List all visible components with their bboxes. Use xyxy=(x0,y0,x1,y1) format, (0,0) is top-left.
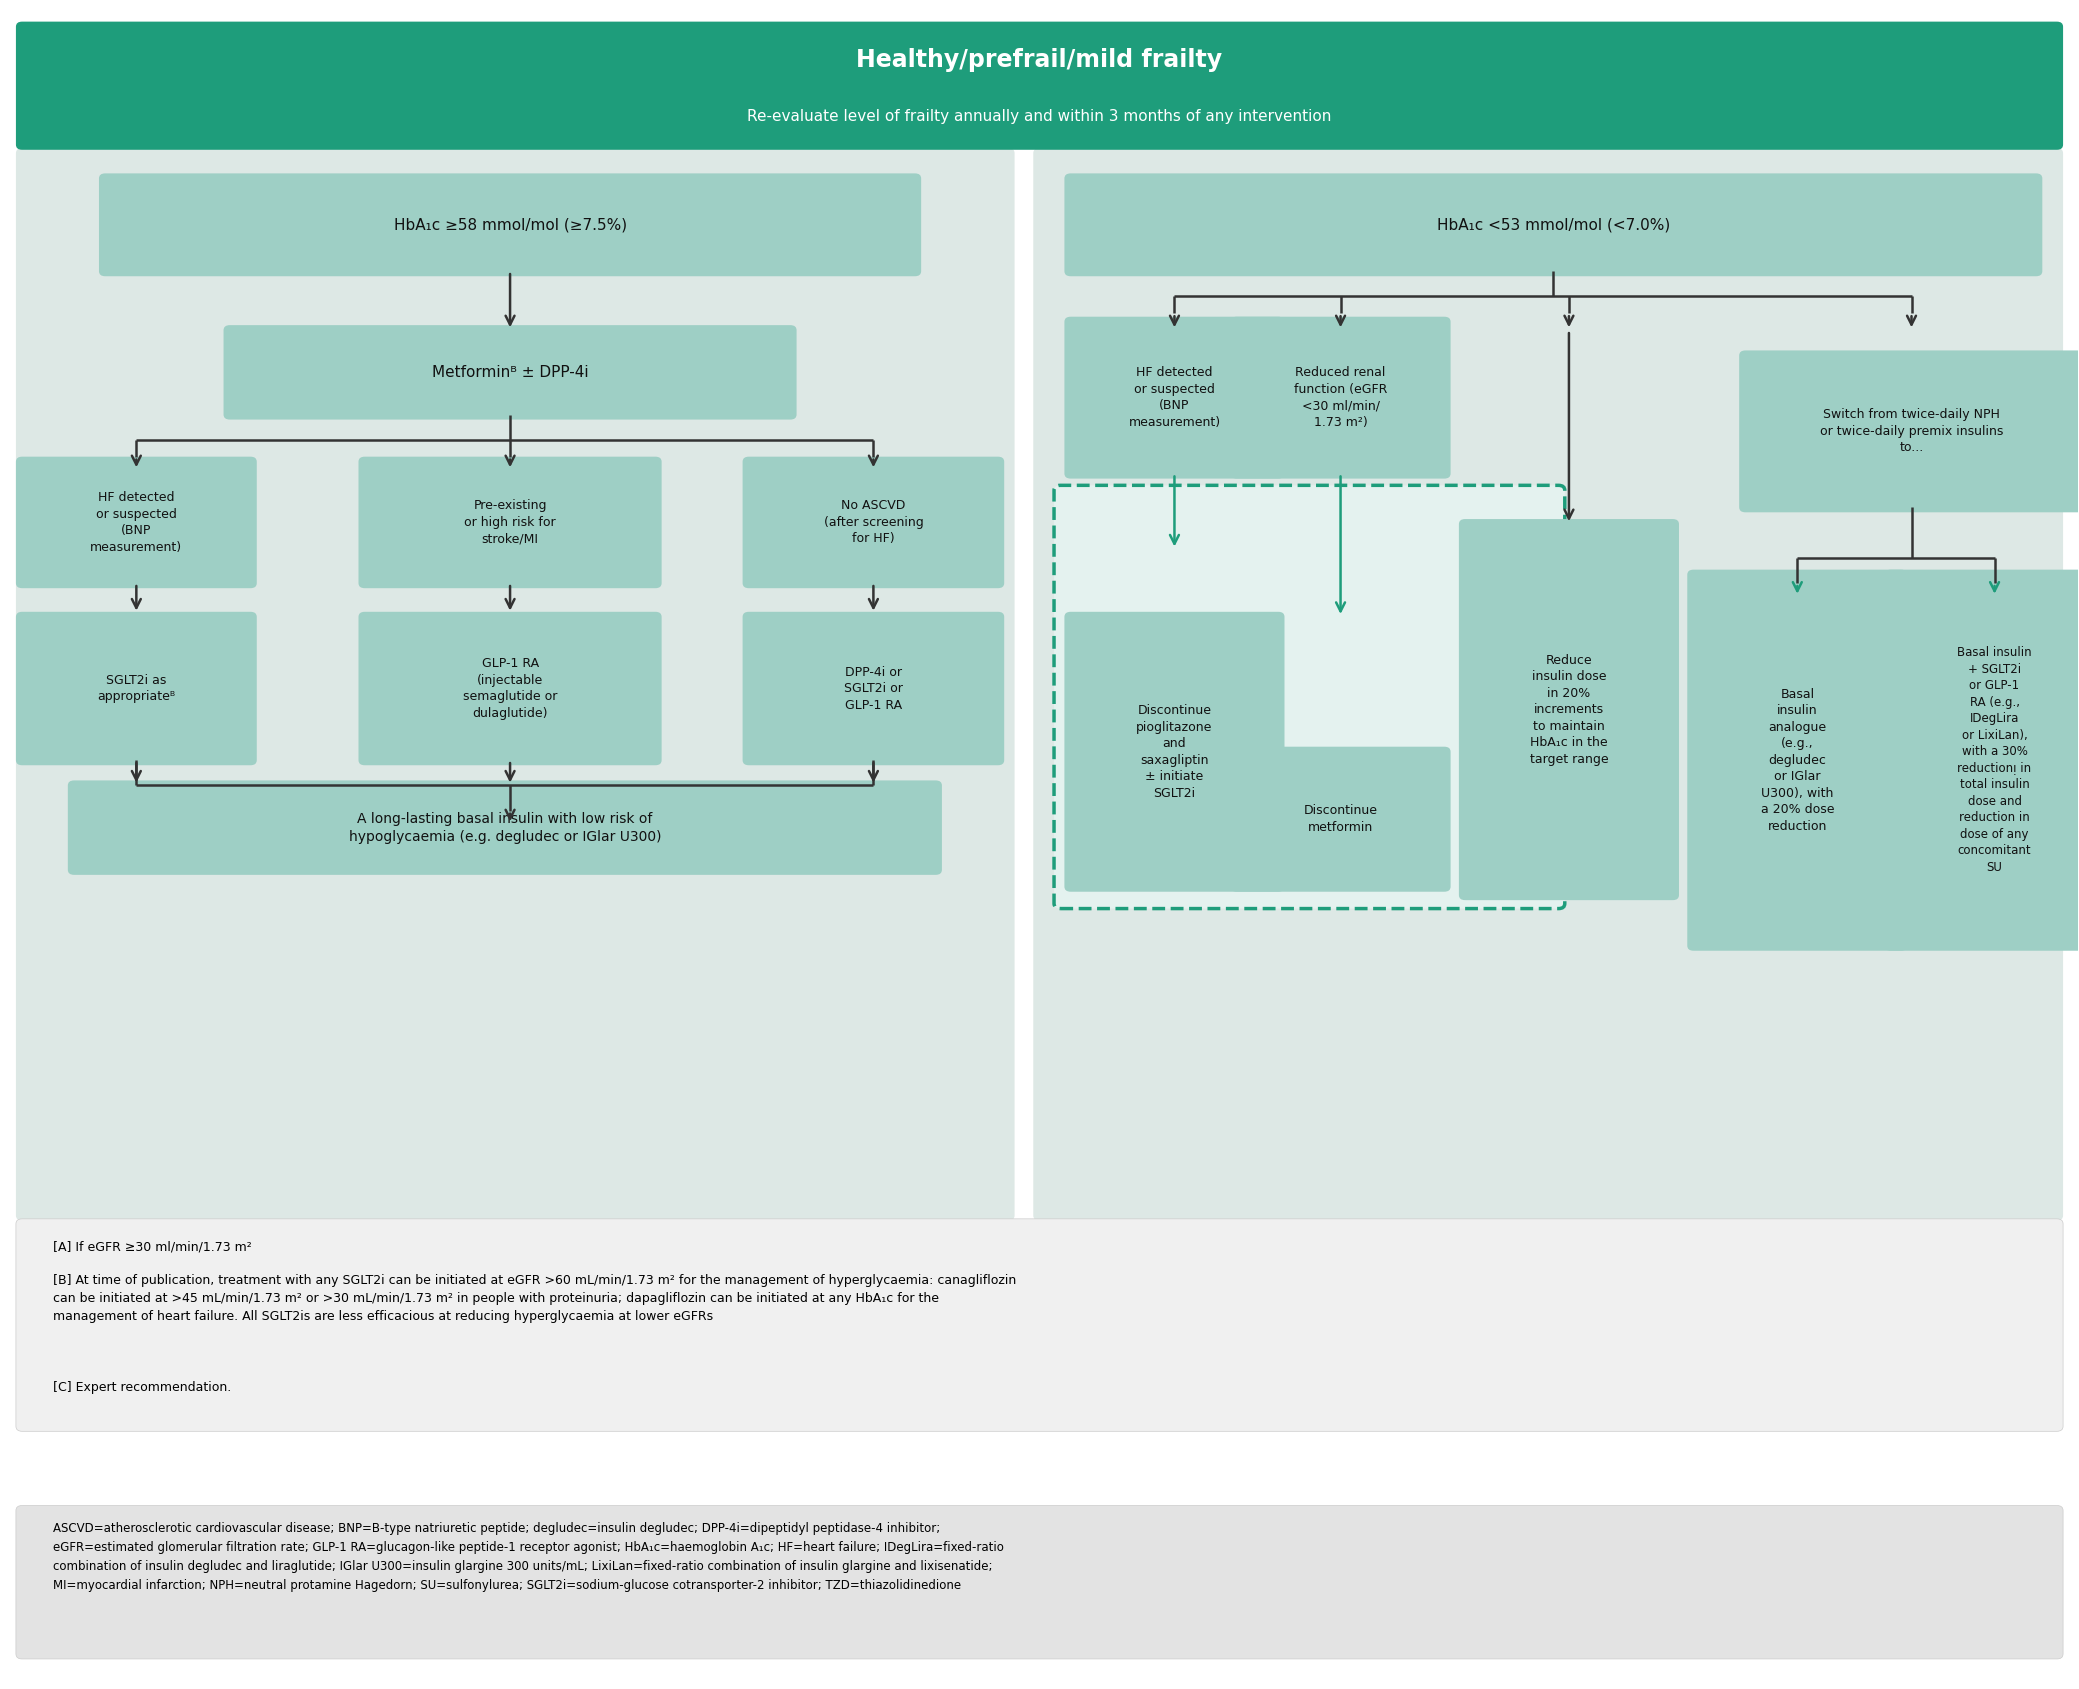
FancyBboxPatch shape xyxy=(17,456,258,588)
Text: Metforminᴮ ± DPP-4i: Metforminᴮ ± DPP-4i xyxy=(432,365,588,380)
Text: HbA₁c ≥58 mmol/mol (≥7.5%): HbA₁c ≥58 mmol/mol (≥7.5%) xyxy=(393,218,626,233)
FancyBboxPatch shape xyxy=(358,456,661,588)
FancyBboxPatch shape xyxy=(1884,569,2079,951)
Text: SGLT2i as
appropriateᴮ: SGLT2i as appropriateᴮ xyxy=(98,674,175,703)
FancyBboxPatch shape xyxy=(17,22,2062,150)
FancyBboxPatch shape xyxy=(1064,318,1285,478)
Text: [B] At time of publication, treatment with any SGLT2i can be initiated at eGFR >: [B] At time of publication, treatment wi… xyxy=(54,1275,1017,1324)
FancyBboxPatch shape xyxy=(358,611,661,765)
FancyBboxPatch shape xyxy=(17,1505,2062,1659)
FancyBboxPatch shape xyxy=(17,1219,2062,1431)
Text: Basal
insulin
analogue
(e.g.,
degludec
or IGlar
U300), with
a 20% dose
reduction: Basal insulin analogue (e.g., degludec o… xyxy=(1761,687,1834,833)
FancyBboxPatch shape xyxy=(1054,485,1565,909)
FancyBboxPatch shape xyxy=(225,326,796,419)
Text: Re-evaluate level of frailty annually and within 3 months of any intervention: Re-evaluate level of frailty annually an… xyxy=(746,108,1333,123)
FancyBboxPatch shape xyxy=(100,174,921,277)
Text: GLP-1 RA
(injectable
semaglutide or
dulaglutide): GLP-1 RA (injectable semaglutide or dula… xyxy=(464,657,557,720)
Text: No ASCVD
(after screening
for HF): No ASCVD (after screening for HF) xyxy=(823,500,923,546)
FancyBboxPatch shape xyxy=(1740,350,2079,512)
FancyBboxPatch shape xyxy=(742,456,1004,588)
Text: [C] Expert recommendation.: [C] Expert recommendation. xyxy=(54,1380,231,1393)
FancyBboxPatch shape xyxy=(1459,519,1680,900)
Text: Discontinue
metformin: Discontinue metformin xyxy=(1304,804,1378,834)
Text: Pre-existing
or high risk for
stroke/MI: Pre-existing or high risk for stroke/MI xyxy=(464,500,555,546)
Text: Basal insulin
+ SGLT2i
or GLP-1
RA (e.g.,
IDegLira
or LixiLan),
with a 30%
reduc: Basal insulin + SGLT2i or GLP-1 RA (e.g.… xyxy=(1956,647,2031,873)
FancyBboxPatch shape xyxy=(17,149,1015,1221)
FancyBboxPatch shape xyxy=(1033,149,2062,1221)
Text: HF detected
or suspected
(BNP
measurement): HF detected or suspected (BNP measuremen… xyxy=(1129,367,1220,429)
FancyBboxPatch shape xyxy=(69,780,942,875)
Text: DPP-4i or
SGLT2i or
GLP-1 RA: DPP-4i or SGLT2i or GLP-1 RA xyxy=(844,665,902,711)
FancyBboxPatch shape xyxy=(1231,318,1451,478)
FancyBboxPatch shape xyxy=(1064,174,2042,277)
FancyBboxPatch shape xyxy=(1064,611,1285,892)
FancyBboxPatch shape xyxy=(1231,747,1451,892)
Text: A long-lasting basal insulin with low risk of
hypoglycaemia (e.g. degludec or IG: A long-lasting basal insulin with low ri… xyxy=(349,812,661,843)
Text: ASCVD=atherosclerotic cardiovascular disease; BNP=B-type natriuretic peptide; de: ASCVD=atherosclerotic cardiovascular dis… xyxy=(54,1522,1004,1593)
Text: [A] If eGFR ≥30 ml/min/1.73 m²: [A] If eGFR ≥30 ml/min/1.73 m² xyxy=(54,1241,252,1253)
Text: Reduce
insulin dose
in 20%
increments
to maintain
HbA₁c in the
target range: Reduce insulin dose in 20% increments to… xyxy=(1530,654,1609,765)
Text: Reduced renal
function (eGFR
<30 ml/min/
1.73 m²): Reduced renal function (eGFR <30 ml/min/… xyxy=(1293,367,1387,429)
FancyBboxPatch shape xyxy=(742,611,1004,765)
FancyBboxPatch shape xyxy=(1688,569,1906,951)
Text: Discontinue
pioglitazone
and
saxagliptin
± initiate
SGLT2i: Discontinue pioglitazone and saxagliptin… xyxy=(1137,704,1212,799)
Text: Switch from twice-daily NPH
or twice-daily premix insulins
to...: Switch from twice-daily NPH or twice-dai… xyxy=(1819,409,2004,454)
Text: HbA₁c <53 mmol/mol (<7.0%): HbA₁c <53 mmol/mol (<7.0%) xyxy=(1437,218,1669,233)
Text: HF detected
or suspected
(BNP
measurement): HF detected or suspected (BNP measuremen… xyxy=(89,491,183,554)
Text: Healthy/prefrail/mild frailty: Healthy/prefrail/mild frailty xyxy=(857,49,1222,73)
FancyBboxPatch shape xyxy=(17,611,258,765)
